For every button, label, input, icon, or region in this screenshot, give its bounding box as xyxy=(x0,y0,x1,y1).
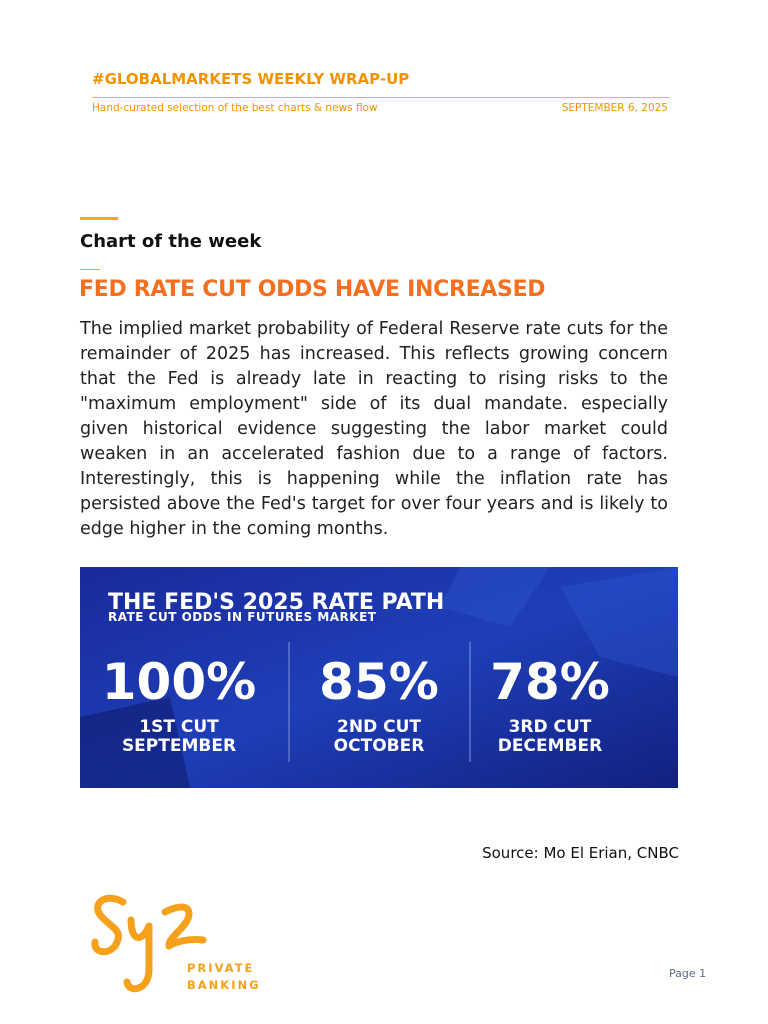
graphic-cut: 2ND CUT xyxy=(337,717,421,737)
accent-dash xyxy=(80,269,100,270)
logo-text: BANKING xyxy=(187,978,261,992)
logo-text: PRIVATE xyxy=(187,961,254,975)
graphic-odds: 100% xyxy=(102,653,256,711)
header-date: SEPTEMBER 6, 2025 xyxy=(561,102,668,114)
graphic-month: SEPTEMBER xyxy=(122,736,236,756)
header-subtitle: Hand-curated selection of the best chart… xyxy=(92,102,378,114)
graphic-month: DECEMBER xyxy=(498,736,602,756)
graphic-odds: 78% xyxy=(490,653,610,711)
graphic-subtitle: RATE CUT ODDS IN FUTURES MARKET xyxy=(108,610,377,624)
section-label: Chart of the week xyxy=(80,231,262,252)
body-text: The implied market probability of Federa… xyxy=(80,319,668,539)
source: Source: Mo El Erian, CNBC xyxy=(482,844,679,862)
graphic-cut: 3RD CUT xyxy=(509,717,592,737)
decor xyxy=(80,697,190,788)
headline: FED RATE CUT ODDS HAVE INCREASED xyxy=(79,277,546,302)
decor xyxy=(440,567,550,627)
logo: PRIVATE BANKING xyxy=(91,894,261,993)
header-rule xyxy=(92,97,670,98)
logo-mark xyxy=(123,916,153,993)
graphic-title: THE FED'S 2025 RATE PATH xyxy=(108,590,444,615)
graphic-cut: 1ST CUT xyxy=(139,717,219,737)
logo-mark xyxy=(161,903,207,950)
logo-mark xyxy=(91,894,127,956)
decor xyxy=(560,567,678,677)
header-title: #GLOBALMARKETS WEEKLY WRAP-UP xyxy=(92,70,410,88)
graphic-month: OCTOBER xyxy=(334,736,425,756)
accent-dash xyxy=(80,217,118,220)
graphic-odds: 85% xyxy=(319,653,439,711)
page-number: Page 1 xyxy=(669,967,707,980)
